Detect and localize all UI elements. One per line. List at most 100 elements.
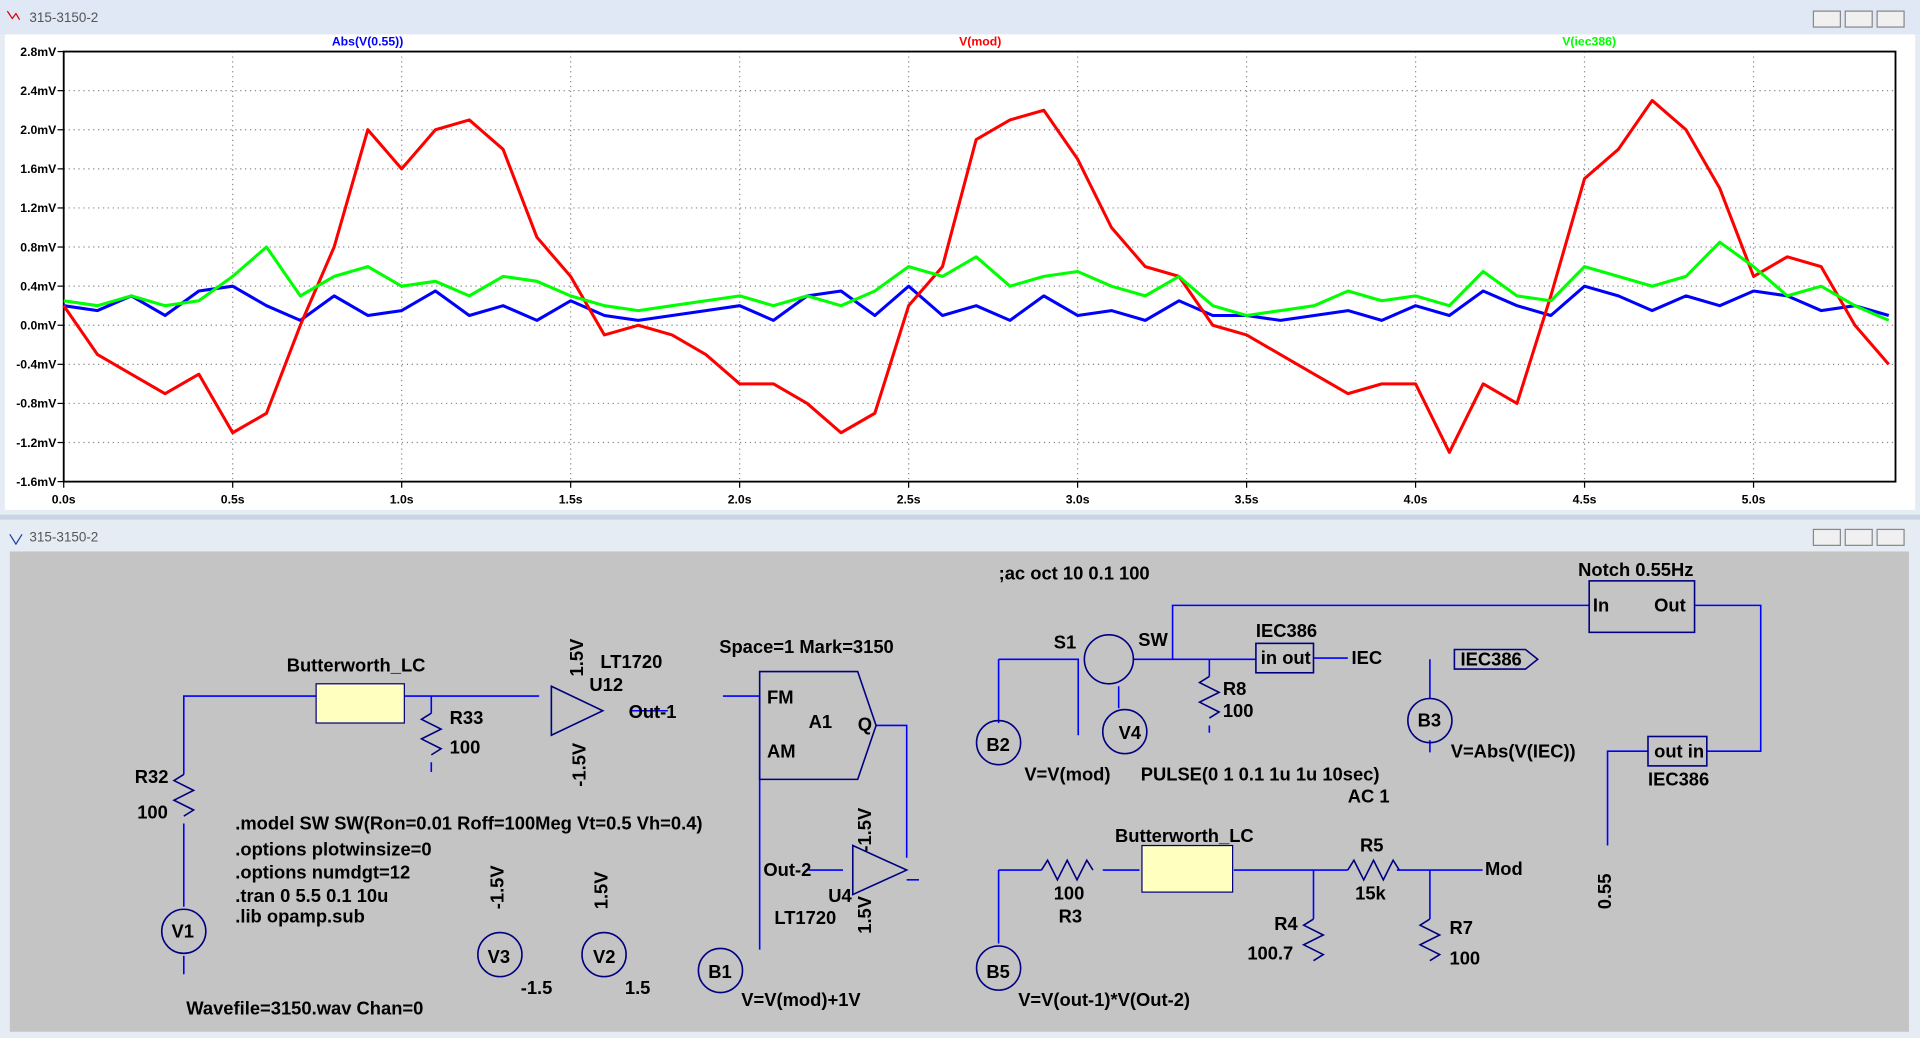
y-tick-label: 0.4mV [20, 279, 57, 293]
close-button[interactable] [1876, 10, 1905, 28]
schematic-label: 100 [1054, 882, 1085, 903]
schematic-label: R4 [1274, 913, 1298, 934]
restore-button[interactable] [1844, 528, 1873, 546]
schematic-label: B2 [986, 734, 1009, 755]
x-tick-label: 4.5s [1573, 493, 1597, 507]
y-tick-label: 1.6mV [20, 162, 57, 176]
schematic-label: .options plotwinsize=0 [235, 838, 431, 859]
close-button[interactable] [1876, 528, 1905, 546]
schematic-label: 1.5V [566, 638, 587, 677]
schematic-canvas [9, 551, 1909, 1032]
schematic-label: V=V(out-1)*V(Out-2) [1018, 989, 1190, 1010]
schematic-label: Butterworth_LC [1115, 825, 1254, 846]
schematic-labels: ;ac oct 10 0.1 100 Notch 0.55Hz In Out S1 SW I… [135, 559, 1709, 1019]
schematic-label: Out-2 [763, 859, 811, 880]
schematic-label: 100 [137, 802, 168, 823]
y-tick-label: -0.8mV [16, 397, 57, 411]
schematic-label: -1.5V [854, 807, 875, 852]
legend-label: Abs(V(0.55)) [332, 34, 403, 48]
window-controls[interactable] [1812, 10, 1905, 28]
schematic-label: AC 1 [1348, 786, 1390, 807]
y-tick-label: -0.4mV [16, 358, 57, 372]
schematic-label: out in [1654, 740, 1704, 761]
schematic-label: IEC [1351, 647, 1382, 668]
schematic-label: Space=1 Mark=3150 [719, 636, 894, 657]
schematic-label: .options numdgt=12 [235, 862, 410, 883]
schematic-label: R3 [1059, 906, 1082, 927]
schematic-label: V4 [1119, 722, 1142, 743]
y-tick-label: 2.0mV [20, 123, 57, 137]
schematic-label: AM [767, 740, 796, 761]
iec-block [1647, 735, 1708, 767]
x-tick-label: 4.0s [1404, 493, 1428, 507]
schematic-label: U4 [828, 885, 852, 906]
schematic-label: V=Abs(V(IEC)) [1451, 740, 1576, 761]
x-tick-label: 3.0s [1066, 493, 1090, 507]
schematic-label: B5 [986, 961, 1009, 982]
schematic-label: 100 [450, 737, 481, 758]
schematic-label: V=V(mod)+1V [741, 989, 861, 1010]
y-tick-label: -1.2mV [16, 436, 57, 450]
title-bar [0, 0, 1920, 35]
schematic-label: V1 [172, 920, 194, 941]
schematic-label: Out [1654, 595, 1686, 616]
schematic-label: -1.5V [487, 865, 508, 910]
window-controls[interactable] [1812, 528, 1905, 546]
schematic-label: 15k [1355, 882, 1386, 903]
y-tick-label: -1.6mV [16, 475, 57, 489]
schematic-label: 100 [1449, 947, 1480, 968]
schematic-label: IEC386 [1461, 648, 1522, 669]
schematic-label: .lib opamp.sub [235, 906, 365, 927]
series-line [63, 240, 1890, 322]
series-line [62, 98, 1890, 454]
schematic-label: in out [1261, 647, 1311, 668]
legend-label: V(iec386) [1562, 34, 1616, 48]
schematic-label: 0.55 [1594, 874, 1615, 910]
schematic-label: SW [1138, 629, 1168, 650]
window-title: 315-3150-2 [29, 10, 98, 25]
schematic-label: R32 [135, 766, 169, 787]
schematic-label: S1 [1054, 631, 1076, 652]
x-tick-label: 2.5s [897, 493, 921, 507]
schematic-label: Out-1 [629, 701, 677, 722]
app-icon [6, 10, 21, 21]
window-title: 315-3150-2 [29, 530, 98, 545]
schematic-label: B3 [1418, 710, 1441, 731]
schematic-label: .model SW SW(Ron=0.01 Roff=100Meg Vt=0.5… [235, 813, 702, 834]
schematic-label: LT1720 [600, 651, 662, 672]
iec-block [1255, 642, 1315, 674]
y-tick-label: 0.8mV [20, 240, 57, 254]
schematic-label: V3 [488, 946, 510, 967]
schematic-label: 1.5V [591, 871, 612, 910]
filter-block [315, 683, 405, 724]
y-tick-label: 2.4mV [20, 84, 57, 98]
schematic-label: 100.7 [1247, 942, 1293, 963]
schematic-label: R8 [1223, 678, 1246, 699]
schematic-label: IEC386 [1256, 620, 1317, 641]
y-tick-label: 2.8mV [20, 45, 57, 59]
schematic-label: LT1720 [774, 907, 836, 928]
schematic-label: V2 [593, 946, 615, 967]
y-tick-label: 1.2mV [20, 201, 57, 215]
schematic-drawing [160, 580, 1762, 994]
plot: -1.6mV -1.2mV -0.8mV -0.4mV 0.0mV 0.4mV 0.8mV 1… [16, 34, 1897, 507]
minimize-button[interactable] [1812, 10, 1841, 28]
y-tick-label: 0.0mV [20, 319, 57, 333]
schematic-label: Q [858, 713, 872, 734]
schematic-label: .tran 0 5.5 0.1 10u [235, 885, 388, 906]
x-tick-label: 1.5s [559, 493, 583, 507]
schematic-label: Butterworth_LC [287, 655, 426, 676]
minimize-button[interactable] [1812, 528, 1841, 546]
schematic-label: 100 [1223, 700, 1254, 721]
schematic-label: IEC386 [1648, 768, 1709, 789]
x-tick-label: 5.0s [1742, 493, 1766, 507]
schematic-label: Mod [1485, 858, 1523, 879]
notch-block [1588, 580, 1696, 634]
series-line [63, 284, 1890, 322]
x-tick-label: 3.5s [1235, 493, 1259, 507]
restore-button[interactable] [1844, 10, 1873, 28]
plot-pane [4, 34, 1916, 510]
x-tick-label: 2.0s [728, 493, 752, 507]
